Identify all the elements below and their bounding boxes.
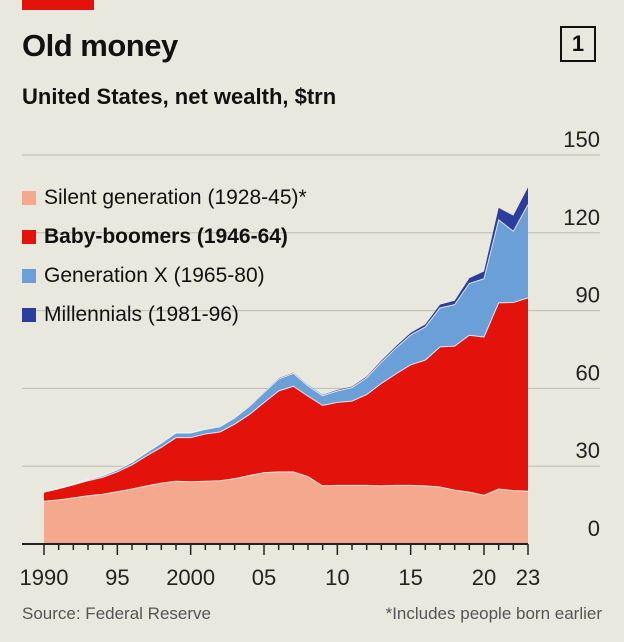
x-tick-label-2023: 23 xyxy=(516,565,540,590)
y-tick-label-120: 120 xyxy=(563,205,600,230)
area-series-1 xyxy=(44,297,528,502)
legend-swatch-boomers xyxy=(22,229,36,244)
y-tick-label-150: 150 xyxy=(563,127,600,152)
x-tick-label-2000: 2000 xyxy=(166,565,215,590)
legend-swatch-silent xyxy=(22,190,36,205)
legend-swatch-millennials xyxy=(22,307,36,322)
x-tick-label-2010: 10 xyxy=(325,565,349,590)
area-series-2 xyxy=(44,204,528,493)
legend-item-genx: Generation X (1965-80) xyxy=(22,256,307,295)
x-tick-label-2020: 20 xyxy=(472,565,496,590)
chart-title: Old money xyxy=(22,28,178,63)
source-note: Source: Federal Reserve xyxy=(22,604,211,623)
chart-number-badge: 1 xyxy=(560,26,596,62)
legend: Silent generation (1928-45)* Baby-boomer… xyxy=(22,178,307,334)
area-series-0 xyxy=(44,471,528,544)
brand-red-tag xyxy=(22,0,94,10)
legend-label-boomers: Baby-boomers (1946-64) xyxy=(44,224,288,248)
legend-item-silent: Silent generation (1928-45)* xyxy=(22,178,307,217)
legend-label-millennials: Millennials (1981-96) xyxy=(44,302,239,326)
x-tick-label-1990: 1990 xyxy=(20,565,69,590)
y-tick-label-30: 30 xyxy=(576,438,600,463)
x-tick-label-2015: 15 xyxy=(398,565,422,590)
y-tick-label-0: 0 xyxy=(588,516,600,541)
legend-swatch-genx xyxy=(22,268,36,283)
series-boundary-1 xyxy=(43,297,529,493)
series-boundary-2 xyxy=(43,204,529,493)
x-tick-label-2005: 05 xyxy=(252,565,276,590)
series-boundary-0 xyxy=(43,471,529,502)
legend-label-silent: Silent generation (1928-45)* xyxy=(44,185,307,209)
y-tick-label-60: 60 xyxy=(576,360,600,385)
footnote: *Includes people born earlier xyxy=(385,604,602,623)
legend-label-genx: Generation X (1965-80) xyxy=(44,263,265,287)
y-tick-label-90: 90 xyxy=(576,283,600,308)
legend-item-millennials: Millennials (1981-96) xyxy=(22,295,307,334)
legend-item-boomers: Baby-boomers (1946-64) xyxy=(22,217,307,256)
x-tick-label-1995: 95 xyxy=(105,565,129,590)
chart-subtitle: United States, net wealth, $trn xyxy=(22,84,337,109)
